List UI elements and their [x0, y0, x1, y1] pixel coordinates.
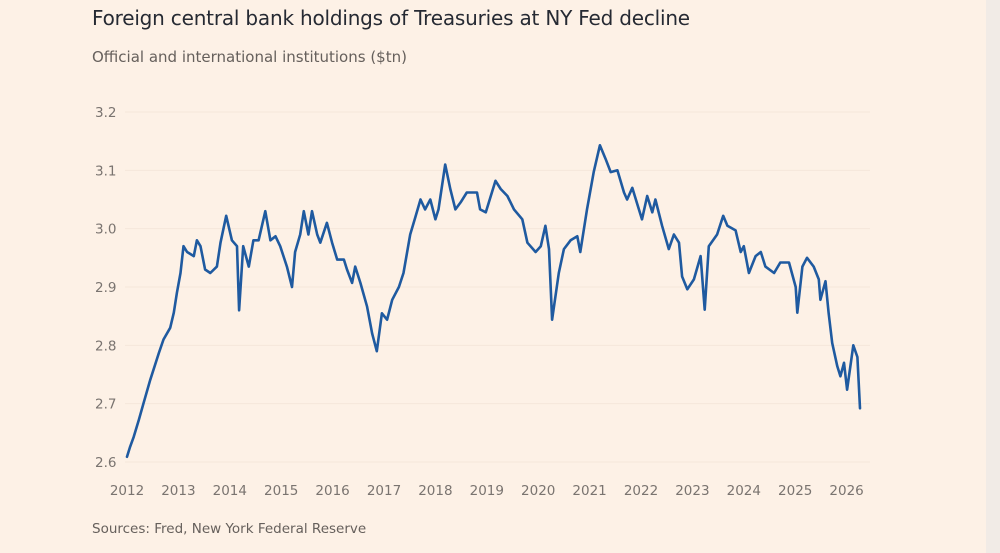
x-tick-label: 2023 — [675, 483, 709, 499]
x-tick-label: 2020 — [521, 483, 555, 499]
x-tick-label: 2026 — [829, 483, 863, 499]
x-tick-label: 2022 — [624, 483, 658, 499]
y-tick-label: 3.2 — [95, 105, 116, 121]
series-line — [125, 144, 862, 459]
source-note: Sources: Fred, New York Federal Reserve — [92, 521, 367, 537]
y-tick-label: 2.8 — [95, 338, 116, 354]
x-tick-label: 2018 — [418, 483, 452, 499]
x-tick-label: 2015 — [264, 483, 298, 499]
x-tick-label: 2025 — [778, 483, 812, 499]
chart-title: Foreign central bank holdings of Treasur… — [92, 6, 690, 30]
y-tick-label: 2.9 — [95, 280, 116, 296]
x-tick-label: 2024 — [727, 483, 761, 499]
x-tick-label: 2016 — [315, 483, 349, 499]
x-tick-label: 2014 — [213, 483, 247, 499]
x-tick-label: 2017 — [367, 483, 401, 499]
y-tick-label: 2.7 — [95, 397, 116, 413]
x-tick-label: 2019 — [470, 483, 504, 499]
x-tick-label: 2012 — [110, 483, 144, 499]
scrollbar-track[interactable] — [986, 0, 1000, 553]
x-tick-label: 2021 — [572, 483, 606, 499]
y-tick-label: 3.0 — [95, 222, 116, 238]
x-tick-label: 2013 — [161, 483, 195, 499]
chart-subtitle: Official and international institutions … — [92, 48, 407, 66]
y-tick-label: 2.6 — [95, 455, 116, 471]
y-tick-label: 3.1 — [95, 163, 116, 179]
